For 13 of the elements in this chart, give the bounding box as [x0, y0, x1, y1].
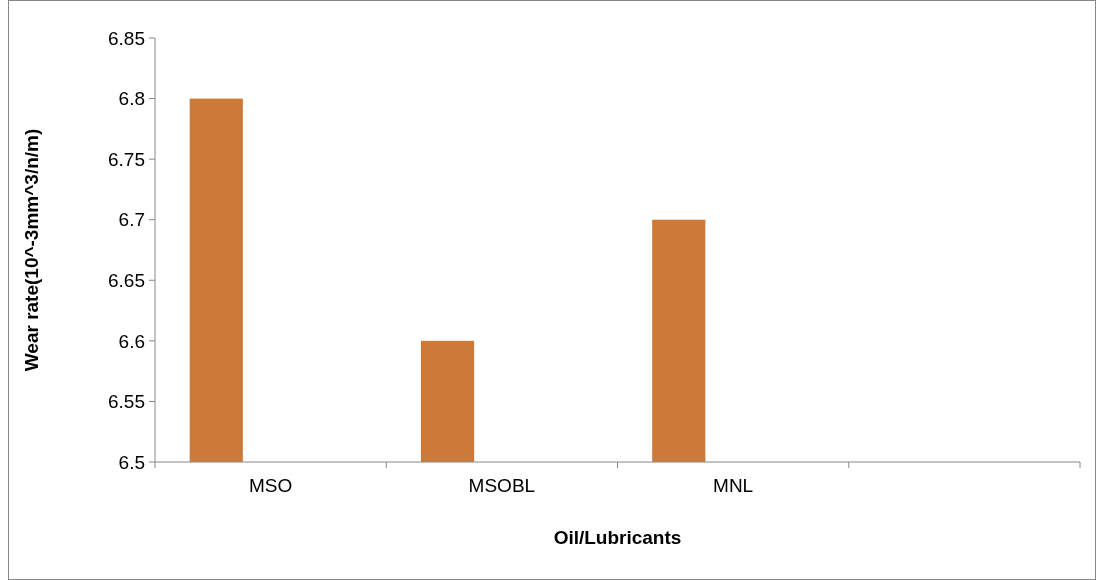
- x-tick-label: MNL: [713, 475, 754, 496]
- x-tick-label: MSOBL: [468, 475, 536, 496]
- y-tick-label: 6.75: [108, 148, 145, 170]
- x-tick-label: MSO: [248, 475, 293, 496]
- x-axis-title: Oil/Lubricants: [553, 527, 682, 548]
- y-axis-title: Wear rate(10^-3mm^3/n/m): [21, 128, 42, 372]
- y-tick-label: 6.5: [118, 451, 145, 473]
- y-tick-label: 6.6: [118, 330, 145, 352]
- y-tick-label: 6.8: [118, 88, 145, 110]
- y-tick-label: 6.65: [108, 269, 145, 291]
- y-tick-label: 6.7: [118, 209, 145, 231]
- y-tick-label: 6.85: [108, 27, 145, 49]
- y-tick-label: 6.55: [108, 391, 145, 413]
